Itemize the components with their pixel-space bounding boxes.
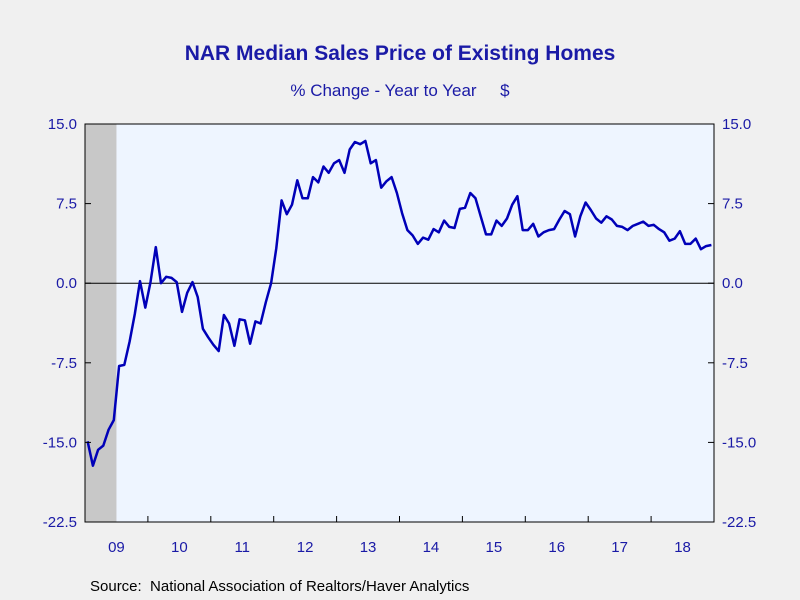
y-tick-label-right: 0.0: [722, 275, 743, 292]
x-tick-label: 17: [611, 539, 628, 556]
y-tick-label-left: 0.0: [56, 275, 77, 292]
x-tick-label: 16: [548, 539, 565, 556]
plot-area: [85, 124, 714, 522]
series-line: [86, 139, 712, 467]
x-tick-label: 15: [486, 539, 503, 556]
chart-subtitle: % Change - Year to Year $: [290, 81, 510, 100]
recession-shading: [85, 124, 117, 522]
x-tick-label: 09: [108, 539, 125, 556]
chart-title: NAR Median Sales Price of Existing Homes: [185, 42, 616, 65]
y-tick-label-left: 15.0: [48, 116, 77, 133]
x-tick-label: 13: [360, 539, 377, 556]
y-tick-label-right: 15.0: [722, 116, 751, 133]
y-tick-label-left: -15.0: [43, 434, 77, 451]
y-tick-label-left: -22.5: [43, 514, 77, 531]
y-tick-label-left: -7.5: [51, 355, 77, 372]
y-tick-label-right: -22.5: [722, 514, 756, 531]
y-tick-label-right: -15.0: [722, 434, 756, 451]
y-tick-label-left: 7.5: [56, 196, 77, 213]
right-y-axis: 15.0 7.5 0.0 -7.5 -15.0 -22.5: [708, 116, 756, 531]
x-tick-label: 10: [171, 539, 188, 556]
left-y-axis: 15.0 7.5 0.0 -7.5 -15.0 -22.5: [43, 116, 91, 531]
x-tick-label: 14: [423, 539, 440, 556]
x-axis: 09 10 11 12 13 14 15 16 17 18: [84, 516, 715, 556]
source-note: Source: National Association of Realtors…: [90, 578, 469, 595]
x-tick-label: 11: [234, 539, 250, 556]
y-tick-label-right: 7.5: [722, 196, 743, 213]
y-tick-label-right: -7.5: [722, 355, 748, 372]
x-tick-label: 12: [297, 539, 314, 556]
x-tick-label: 18: [674, 539, 691, 556]
